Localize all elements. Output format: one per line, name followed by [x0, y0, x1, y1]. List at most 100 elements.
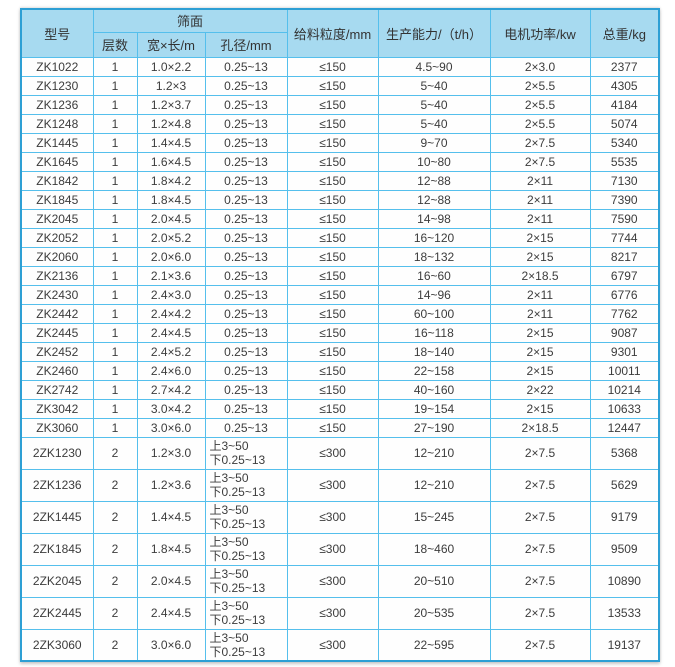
table-row: ZK2452 1 2.4×5.2 0.25~13 ≤150 18~140 2×15 9301 [20, 341, 660, 362]
cell-model: ZK2460 [20, 360, 94, 381]
cell-power: 2×15 [489, 341, 591, 362]
cell-aperture: 0.25~13 [204, 56, 288, 77]
cell-layers: 1 [92, 379, 138, 400]
cell-feed: ≤150 [286, 265, 379, 286]
col-header-total-weight: 总重/kg [589, 8, 660, 58]
cell-feed: ≤300 [286, 436, 379, 470]
table-row: ZK2445 1 2.4×4.5 0.25~13 ≤150 16~118 2×15 9087 [20, 322, 660, 343]
cell-feed: ≤150 [286, 360, 379, 381]
cell-capacity: 16~60 [377, 265, 491, 286]
cell-model: ZK3042 [20, 398, 94, 419]
cell-weight: 10011 [589, 360, 660, 381]
aperture-line: 上3~50 [209, 503, 249, 517]
aperture-line: 0.25~13 [224, 192, 268, 207]
aperture-line: 0.25~13 [224, 268, 268, 283]
cell-weight: 7390 [589, 189, 660, 210]
cell-model: ZK2442 [20, 303, 94, 324]
cell-model: ZK1845 [20, 189, 94, 210]
cell-weight: 4305 [589, 75, 660, 96]
table-row: ZK2430 1 2.4×3.0 0.25~13 ≤150 14~96 2×11 6776 [20, 284, 660, 305]
table-row: ZK1645 1 1.6×4.5 0.25~13 ≤150 10~80 2×7.5 5535 [20, 151, 660, 172]
aperture-line: 上3~50 [209, 599, 249, 613]
cell-aperture: 上3~50 下0.25~13 [204, 500, 288, 534]
cell-size: 3.0×4.2 [136, 398, 206, 419]
cell-model: ZK2136 [20, 265, 94, 286]
cell-layers: 1 [92, 303, 138, 324]
table-row: ZK1845 1 1.8×4.5 0.25~13 ≤150 12~88 2×11 7390 [20, 189, 660, 210]
cell-layers: 2 [92, 468, 138, 502]
aperture-line: 上3~50 [209, 471, 249, 485]
cell-power: 2×18.5 [489, 265, 591, 286]
cell-aperture: 0.25~13 [204, 94, 288, 115]
cell-layers: 2 [92, 596, 138, 630]
cell-aperture: 上3~50 下0.25~13 [204, 532, 288, 566]
cell-power: 2×7.5 [489, 500, 591, 534]
cell-power: 2×11 [489, 189, 591, 210]
aperture-line: 0.25~13 [224, 249, 268, 264]
cell-weight: 12447 [589, 417, 660, 438]
aperture-line: 0.25~13 [224, 211, 268, 226]
cell-capacity: 12~210 [377, 436, 491, 470]
col-header-size: 宽×长/m [136, 31, 206, 58]
cell-size: 1.8×4.5 [136, 532, 206, 566]
cell-model: ZK1236 [20, 94, 94, 115]
cell-capacity: 14~98 [377, 208, 491, 229]
table-body: ZK1022 1 1.0×2.2 0.25~13 ≤150 4.5~90 2×3.0 2377… [20, 56, 660, 662]
cell-weight: 8217 [589, 246, 660, 267]
cell-power: 2×7.5 [489, 596, 591, 630]
aperture-line: 下0.25~13 [209, 453, 266, 467]
col-header-feed-size: 给料粒度/mm [286, 8, 379, 58]
cell-power: 2×11 [489, 284, 591, 305]
cell-size: 1.0×2.2 [136, 56, 206, 77]
aperture-line: 0.25~13 [224, 78, 268, 93]
cell-layers: 1 [92, 398, 138, 419]
cell-power: 2×7.5 [489, 151, 591, 172]
col-header-aperture: 孔径/mm [204, 31, 288, 58]
cell-model: 2ZK1445 [20, 500, 94, 534]
cell-aperture: 0.25~13 [204, 132, 288, 153]
cell-power: 2×11 [489, 170, 591, 191]
cell-weight: 5074 [589, 113, 660, 134]
cell-aperture: 上3~50 下0.25~13 [204, 564, 288, 598]
cell-size: 2.4×4.5 [136, 322, 206, 343]
aperture-line: 上3~50 [209, 439, 249, 453]
cell-model: ZK2052 [20, 227, 94, 248]
cell-layers: 1 [92, 170, 138, 191]
aperture-line: 0.25~13 [224, 344, 268, 359]
cell-layers: 1 [92, 322, 138, 343]
cell-capacity: 15~245 [377, 500, 491, 534]
cell-power: 2×7.5 [489, 132, 591, 153]
cell-size: 1.2×3 [136, 75, 206, 96]
cell-weight: 9179 [589, 500, 660, 534]
cell-model: ZK2742 [20, 379, 94, 400]
table-row: ZK2052 1 2.0×5.2 0.25~13 ≤150 16~120 2×15 7744 [20, 227, 660, 248]
cell-aperture: 0.25~13 [204, 265, 288, 286]
cell-aperture: 0.25~13 [204, 341, 288, 362]
cell-aperture: 0.25~13 [204, 417, 288, 438]
cell-weight: 4184 [589, 94, 660, 115]
cell-aperture: 0.25~13 [204, 189, 288, 210]
cell-weight: 2377 [589, 56, 660, 77]
cell-feed: ≤150 [286, 208, 379, 229]
col-header-capacity: 生产能力/（t/h） [377, 8, 491, 58]
table-row: ZK2045 1 2.0×4.5 0.25~13 ≤150 14~98 2×11 7590 [20, 208, 660, 229]
cell-layers: 1 [92, 417, 138, 438]
cell-weight: 19137 [589, 628, 660, 662]
cell-layers: 1 [92, 341, 138, 362]
cell-aperture: 0.25~13 [204, 398, 288, 419]
cell-layers: 1 [92, 151, 138, 172]
table-row: ZK3060 1 3.0×6.0 0.25~13 ≤150 27~190 2×18.5 124… [20, 417, 660, 438]
cell-aperture: 上3~50 下0.25~13 [204, 628, 288, 662]
cell-capacity: 12~210 [377, 468, 491, 502]
cell-model: 2ZK1230 [20, 436, 94, 470]
cell-layers: 2 [92, 532, 138, 566]
cell-model: 2ZK3060 [20, 628, 94, 662]
cell-feed: ≤150 [286, 417, 379, 438]
cell-feed: ≤300 [286, 468, 379, 502]
cell-feed: ≤150 [286, 56, 379, 77]
cell-aperture: 0.25~13 [204, 208, 288, 229]
cell-capacity: 40~160 [377, 379, 491, 400]
cell-weight: 5535 [589, 151, 660, 172]
cell-aperture: 0.25~13 [204, 303, 288, 324]
cell-capacity: 14~96 [377, 284, 491, 305]
